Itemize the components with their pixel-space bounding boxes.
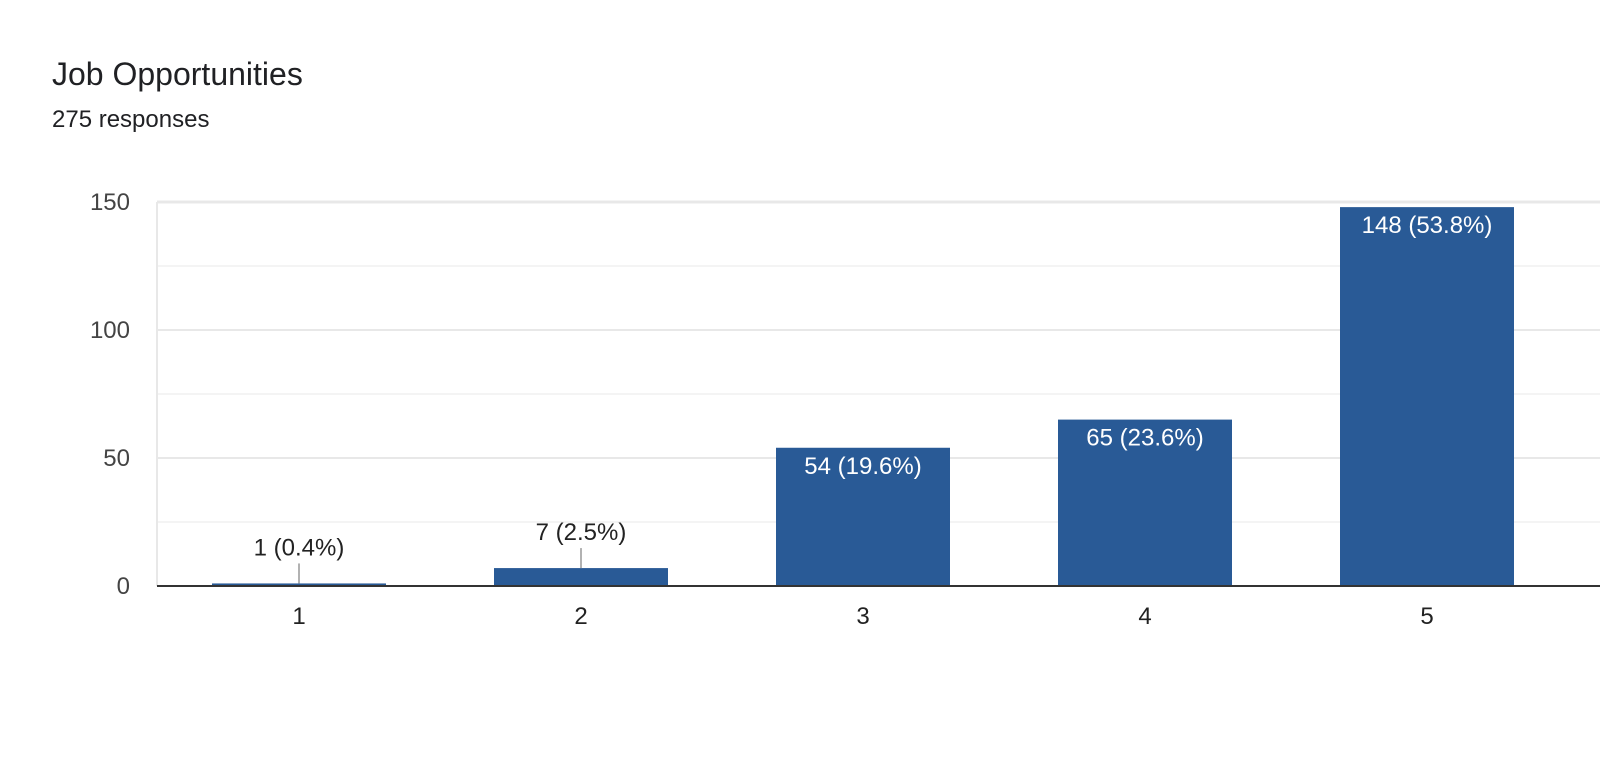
bar xyxy=(1340,207,1514,586)
bar xyxy=(212,583,386,586)
data-label: 7 (2.5%) xyxy=(536,519,627,546)
x-tick-label: 3 xyxy=(856,603,869,630)
bar xyxy=(776,447,950,586)
x-tick-label: 2 xyxy=(574,603,587,630)
bar xyxy=(1058,419,1232,586)
x-tick-label: 4 xyxy=(1138,603,1151,630)
y-tick-label: 0 xyxy=(117,573,130,600)
response-count: 275 responses xyxy=(52,106,210,133)
data-label: 1 (0.4%) xyxy=(254,534,345,561)
data-label: 54 (19.6%) xyxy=(804,453,921,480)
data-label: 65 (23.6%) xyxy=(1086,425,1203,452)
chart-title: Job Opportunities xyxy=(52,56,303,92)
data-label: 148 (53.8%) xyxy=(1362,212,1493,239)
y-tick-label: 150 xyxy=(90,189,130,216)
x-tick-label: 5 xyxy=(1420,603,1433,630)
x-tick-label: 1 xyxy=(292,603,305,630)
y-tick-label: 50 xyxy=(103,445,130,472)
y-tick-label: 100 xyxy=(90,317,130,344)
bar xyxy=(494,568,668,586)
